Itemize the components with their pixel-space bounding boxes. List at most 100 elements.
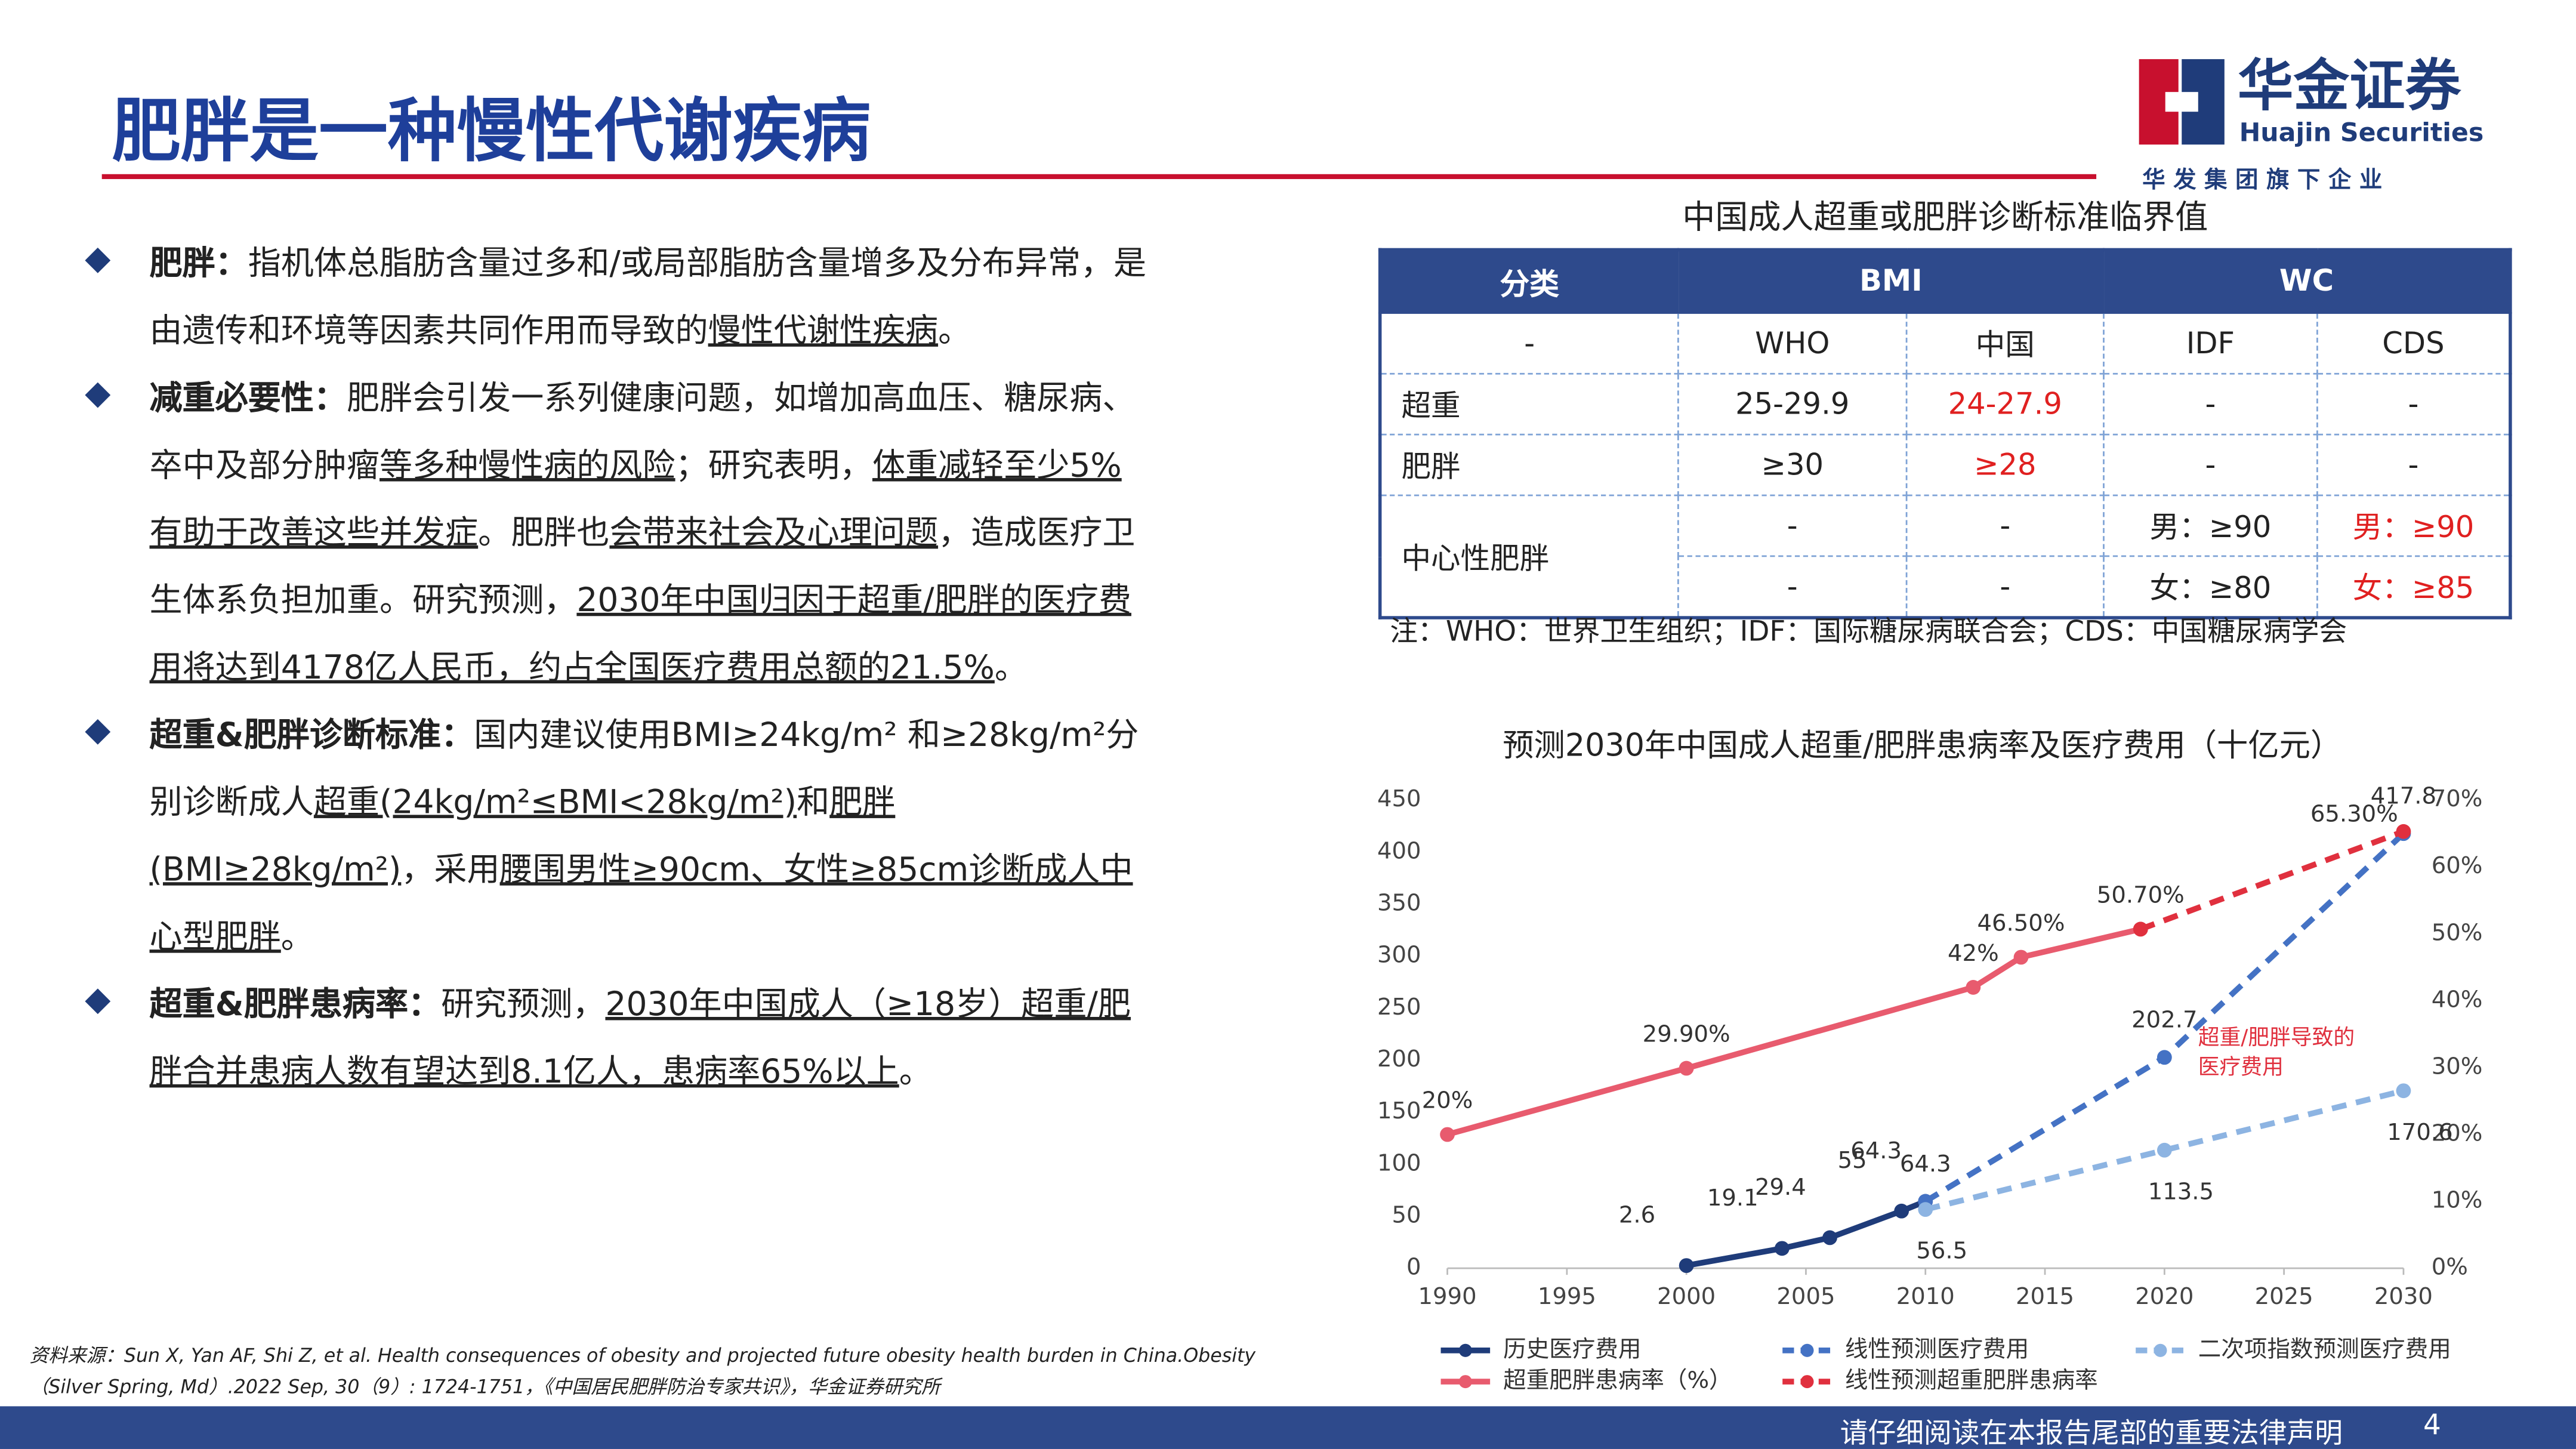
y2-tick-label: 30% [2432, 1053, 2483, 1080]
bullet-text: 等多种慢性病的风险 [379, 445, 675, 485]
y-tick-label: 400 [1377, 837, 1421, 864]
table-cell: 男：≥90 [2103, 494, 2318, 557]
data-point [1775, 1241, 1790, 1256]
disclaimer: 请仔细阅读在本报告尾部的重要法律声明 [1840, 1417, 2343, 1449]
y-tick-label: 50 [1392, 1201, 1421, 1228]
table-cell: ≥28 [1905, 433, 2105, 497]
series-line [2139, 828, 2405, 932]
data-label: 19.1 [1707, 1185, 1759, 1211]
table-cell: - [1677, 555, 1908, 619]
legend-swatch [1458, 1375, 1472, 1389]
x-tick-label: 2010 [1896, 1283, 1955, 1310]
bullet-text: 研究预测， [441, 984, 606, 1023]
logo: 华金证券 Huajin Securities 华 发 集 团 旗 下 企 业 [2139, 56, 2484, 193]
bullet-text: 肥胖(BMI≥28kg/m²) [149, 782, 896, 889]
y-tick-label: 0 [1406, 1254, 1421, 1281]
legend-swatch [1800, 1343, 1814, 1357]
legend-swatch [1458, 1343, 1472, 1357]
legend-label: 二次项指数预测医疗费用 [2198, 1336, 2451, 1362]
table-cell: 女：≥85 [2316, 555, 2512, 619]
table-cell: CDS [2316, 312, 2512, 375]
table-cell: 女：≥80 [2103, 555, 2318, 619]
data-point [2157, 1142, 2172, 1158]
data-label: 50.70% [2097, 881, 2185, 908]
data-label: 65.30% [2310, 800, 2398, 827]
table-cell: - [2103, 372, 2318, 436]
y2-tick-label: 60% [2432, 852, 2483, 879]
table-cell: - [1379, 312, 1679, 375]
table-cell: - [1905, 494, 2105, 557]
data-label: 202.7 [2131, 1007, 2197, 1034]
y-tick-label: 300 [1377, 942, 1421, 969]
legend-label: 超重肥胖患病率（%） [1503, 1367, 1732, 1394]
y-tick-label: 250 [1377, 994, 1421, 1021]
table-cell: 中心性肥胖 [1379, 494, 1679, 619]
table-cell: WHO [1677, 312, 1908, 375]
x-tick-label: 2030 [2374, 1283, 2433, 1310]
bullet-lead: 肥胖： [149, 243, 248, 283]
data-label: 29.4 [1755, 1174, 1806, 1201]
logo-en: Huajin Securities [2239, 118, 2484, 148]
slide-title: 肥胖是一种慢性代谢疾病 [112, 90, 871, 171]
bullet-text: 腰围男性≥90cm、女性≥85cm诊断成人中心型肥胖 [149, 849, 1133, 957]
bullet-text: 超重(24kg/m²≤BMI<28kg/m²) [313, 782, 797, 822]
bullet-text: 2030年中国成人（≥18岁）超重/肥胖合并患病人数有望达到8.1亿人，患病率6… [149, 984, 1131, 1091]
table-header: BMI [1677, 249, 2105, 314]
title-rule [101, 174, 2097, 180]
bullet-list: 肥胖：指机体总脂肪含量过多和/或局部脂肪含量增多及分布异常，是由遗传和环境等因素… [79, 230, 1147, 1105]
y2-tick-label: 70% [2432, 785, 2483, 812]
x-tick-label: 2015 [2016, 1283, 2074, 1310]
bullet-lead: 超重&肥胖患病率： [149, 984, 442, 1023]
table-header: 分类 [1379, 249, 1679, 314]
legend-swatch [1800, 1375, 1814, 1389]
bullet-lead: 超重&肥胖诊断标准： [149, 714, 474, 754]
table-cell: ≥30 [1677, 433, 1908, 497]
legend-label: 线性预测超重肥胖患病率 [1845, 1367, 2098, 1394]
bullet: 减重必要性：肥胖会引发一系列健康问题，如增加高血压、糖尿病、卒中及部分肿瘤等多种… [79, 365, 1147, 701]
bullet: 肥胖：指机体总脂肪含量过多和/或局部脂肪含量增多及分布异常，是由遗传和环境等因素… [79, 230, 1147, 365]
table-note: 注：WHO：世界卫生组织；IDF：国际糖尿病联合会；CDS：中国糖尿病学会 [1390, 616, 2347, 649]
data-point [2013, 949, 2029, 965]
data-point [2396, 1083, 2411, 1099]
series-line [1446, 926, 2142, 1137]
data-label: 64.3 [1900, 1151, 1951, 1177]
table-cell: 男：≥90 [2316, 494, 2512, 557]
data-label: 2.6 [1619, 1202, 1655, 1229]
data-point [1966, 980, 1981, 995]
data-label: 56.5 [1916, 1238, 1967, 1265]
y2-tick-label: 0% [2432, 1254, 2468, 1281]
table-cell: - [1677, 494, 1908, 557]
y2-tick-label: 10% [2432, 1187, 2483, 1214]
y-tick-label: 450 [1377, 785, 1421, 812]
table-cell: 超重 [1379, 372, 1679, 436]
x-tick-label: 2005 [1776, 1283, 1835, 1310]
table-cell: 肥胖 [1379, 433, 1679, 497]
bullet-lead: 减重必要性： [149, 378, 347, 418]
page-number: 4 [2423, 1409, 2441, 1442]
bullet: 超重&肥胖患病率：研究预测，2030年中国成人（≥18岁）超重/肥胖合并患病人数… [79, 971, 1147, 1106]
data-point [1894, 1203, 1909, 1219]
data-label: 170.6 [2387, 1119, 2452, 1146]
data-label: 64.3 [1850, 1137, 1902, 1164]
table-cell: IDF [2103, 312, 2318, 375]
data-label: 55 [1838, 1147, 1867, 1174]
y-tick-label: 100 [1377, 1149, 1421, 1176]
data-point [2396, 824, 2411, 839]
x-tick-label: 1995 [1538, 1283, 1596, 1310]
logo-tagline: 华 发 集 团 旗 下 企 业 [2142, 167, 2382, 193]
bullet-text: 2030年中国归因于超重/肥胖的医疗费用将达到4178亿人民币，约占全国医疗费用… [149, 579, 1131, 687]
bullet-text: 。 [280, 917, 314, 957]
table-cell: - [2103, 433, 2318, 497]
y2-tick-label: 20% [2432, 1120, 2483, 1147]
data-label: 113.5 [2148, 1178, 2214, 1205]
bullet-text: 慢性代谢性疾病 [708, 310, 939, 350]
bullet-text: ，采用 [401, 849, 500, 889]
bullet-text: 。 [994, 647, 1028, 687]
data-point [1679, 1258, 1694, 1274]
annotation: 超重/肥胖导致的医疗费用 [2198, 1025, 2355, 1080]
bullet-text: 体重减轻至少5%有助于改善这些并发症 [149, 445, 1122, 552]
bullet-text: 。 [899, 1051, 932, 1091]
y-tick-label: 150 [1377, 1097, 1421, 1124]
